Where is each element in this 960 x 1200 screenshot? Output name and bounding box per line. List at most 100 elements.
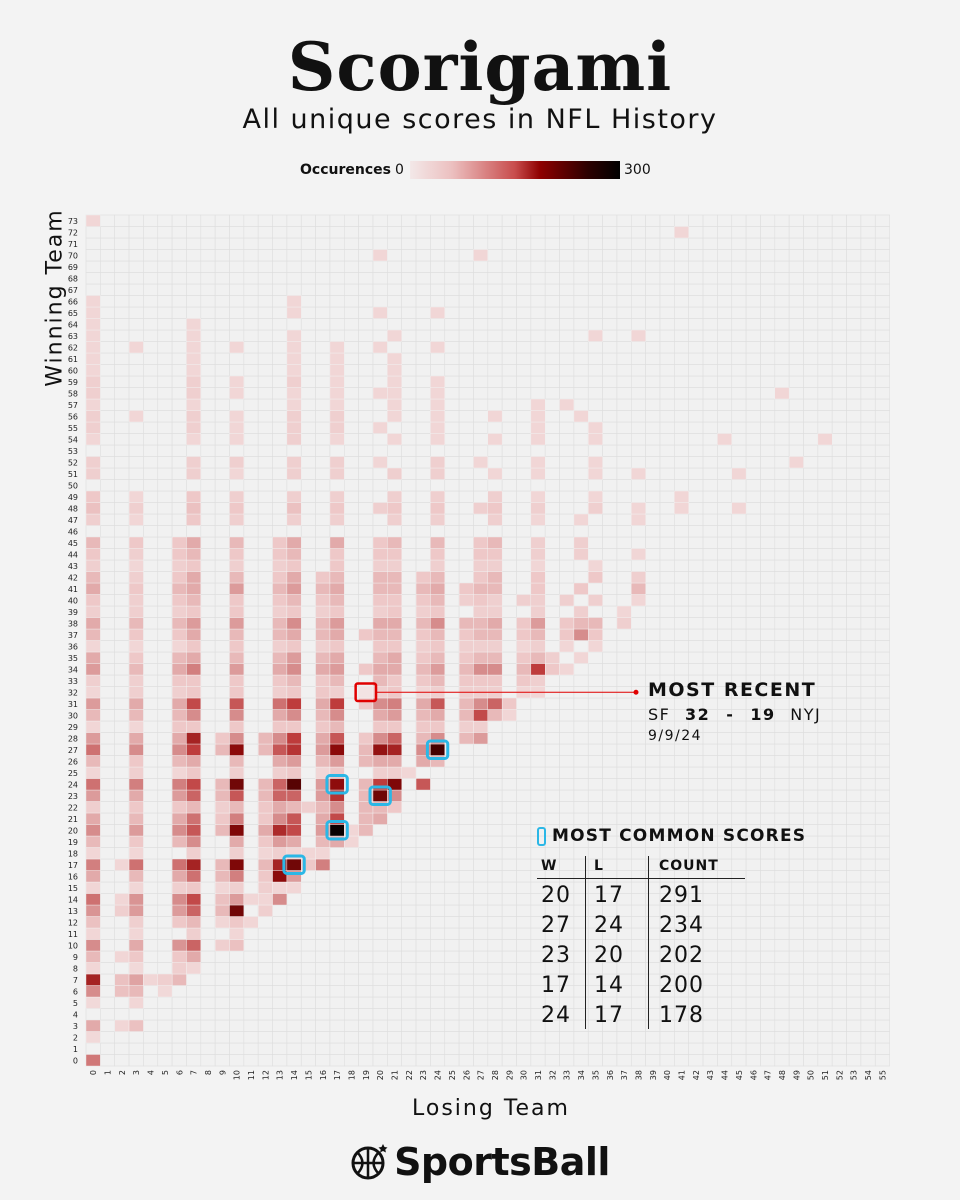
heatmap-cell bbox=[85, 686, 101, 699]
cell-w: 17 bbox=[537, 969, 586, 999]
heatmap-cell bbox=[315, 732, 331, 745]
heatmap-cell bbox=[387, 433, 402, 446]
column-header-count: COUNT bbox=[648, 856, 745, 879]
heatmap-cell bbox=[229, 617, 245, 630]
heatmap-cell bbox=[329, 548, 345, 561]
heatmap-cell bbox=[157, 985, 173, 998]
heatmap-cell bbox=[171, 778, 187, 791]
heatmap-cell bbox=[387, 674, 402, 687]
heatmap-cell bbox=[258, 812, 273, 825]
heatmap-cell bbox=[430, 605, 445, 618]
y-tick-label: 18 bbox=[68, 849, 78, 858]
heatmap-cell bbox=[717, 433, 732, 446]
heatmap-cell bbox=[372, 743, 388, 756]
heatmap-cell bbox=[186, 755, 201, 768]
heatmap-cell bbox=[387, 387, 402, 400]
x-tick-label: 16 bbox=[319, 1070, 328, 1080]
heatmap-cell bbox=[128, 720, 144, 733]
heatmap-cell bbox=[128, 651, 144, 664]
x-tick-label: 0 bbox=[89, 1070, 98, 1075]
heatmap-cell bbox=[458, 697, 474, 710]
heatmap-cell bbox=[272, 893, 288, 906]
heatmap-cell bbox=[329, 467, 345, 480]
heatmap-cell bbox=[114, 973, 130, 986]
heatmap-cell bbox=[774, 387, 790, 400]
heatmap-cell bbox=[473, 594, 489, 607]
heatmap-cell bbox=[329, 778, 345, 791]
heatmap-cell bbox=[430, 375, 445, 388]
y-tick-label: 65 bbox=[68, 309, 78, 318]
x-axis-label: Losing Team bbox=[412, 1096, 570, 1121]
heatmap-cell bbox=[128, 709, 144, 722]
heatmap-cell bbox=[315, 582, 331, 595]
heatmap-cell bbox=[171, 916, 187, 929]
heatmap-cell bbox=[286, 628, 302, 641]
heatmap-cell bbox=[186, 329, 201, 342]
heatmap-cell bbox=[186, 962, 201, 975]
page-subtitle: All unique scores in NFL History bbox=[242, 104, 718, 135]
heatmap-cell bbox=[487, 502, 503, 515]
y-tick-label: 63 bbox=[68, 332, 78, 341]
heatmap-cell bbox=[214, 916, 230, 929]
y-tick-label: 42 bbox=[68, 573, 78, 582]
heatmap-cell bbox=[85, 720, 101, 733]
heatmap-cell bbox=[372, 651, 388, 664]
heatmap-cell bbox=[487, 651, 503, 664]
heatmap-cell bbox=[186, 536, 201, 549]
heatmap-cell bbox=[171, 801, 187, 814]
y-tick-label: 50 bbox=[68, 481, 78, 490]
heatmap-cell bbox=[128, 628, 144, 641]
heatmap-cell bbox=[387, 410, 402, 423]
heatmap-cell bbox=[415, 674, 431, 687]
heatmap-cell bbox=[85, 927, 101, 940]
heatmap-cell bbox=[128, 755, 144, 768]
x-tick-label: 39 bbox=[649, 1070, 658, 1080]
heatmap-cell bbox=[85, 605, 101, 618]
heatmap-cell bbox=[487, 582, 503, 595]
y-tick-label: 9 bbox=[73, 953, 78, 962]
table-row: 20 17 291 bbox=[537, 878, 745, 909]
heatmap-cell bbox=[631, 502, 646, 515]
heatmap-cell bbox=[286, 766, 302, 779]
heatmap-cell bbox=[286, 743, 302, 756]
heatmap-cell bbox=[315, 663, 331, 676]
heatmap-cell bbox=[286, 548, 302, 561]
y-tick-label: 41 bbox=[68, 585, 78, 594]
heatmap-cell bbox=[229, 490, 245, 503]
heatmap-cell bbox=[487, 433, 503, 446]
heatmap-cell bbox=[229, 433, 245, 446]
heatmap-cell bbox=[186, 709, 201, 722]
cell-count: 234 bbox=[659, 912, 704, 938]
heatmap-cell bbox=[85, 513, 101, 526]
heatmap-cell bbox=[171, 766, 187, 779]
heatmap-cell bbox=[258, 743, 273, 756]
heatmap-cell bbox=[85, 640, 101, 653]
most-recent-winner-team: SF bbox=[648, 705, 671, 724]
heatmap-cell bbox=[530, 490, 546, 503]
heatmap-cell bbox=[229, 927, 245, 940]
heatmap-cell bbox=[286, 329, 302, 342]
heatmap-cell bbox=[329, 433, 345, 446]
y-tick-label: 14 bbox=[68, 895, 78, 904]
heatmap-cell bbox=[487, 674, 503, 687]
y-tick-label: 73 bbox=[68, 217, 78, 226]
heatmap-cell bbox=[473, 548, 489, 561]
heatmap-cell bbox=[286, 858, 302, 871]
heatmap-cell bbox=[516, 617, 532, 630]
heatmap-cell bbox=[731, 502, 747, 515]
x-tick-label: 7 bbox=[190, 1070, 199, 1075]
heatmap-cell bbox=[329, 640, 345, 653]
heatmap-cell bbox=[387, 640, 402, 653]
heatmap-cell bbox=[229, 571, 245, 584]
heatmap-cell bbox=[530, 617, 546, 630]
heatmap-cell bbox=[171, 709, 187, 722]
y-tick-label: 66 bbox=[68, 297, 78, 306]
heatmap-cell bbox=[473, 559, 489, 572]
heatmap-cell bbox=[530, 398, 546, 411]
heatmap-cell bbox=[530, 548, 546, 561]
heatmap-cell bbox=[272, 789, 288, 802]
heatmap-cell bbox=[286, 812, 302, 825]
heatmap-cell bbox=[286, 536, 302, 549]
heatmap-cell bbox=[85, 398, 101, 411]
heatmap-cell bbox=[315, 847, 331, 860]
